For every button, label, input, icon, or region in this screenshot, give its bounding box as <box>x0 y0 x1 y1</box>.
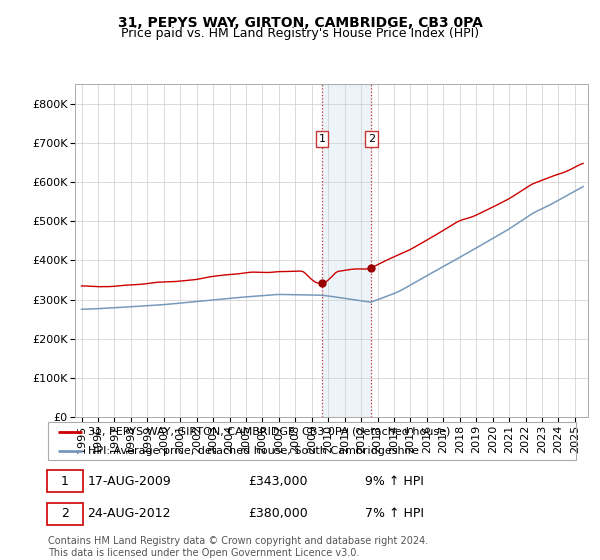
Text: 1: 1 <box>61 475 69 488</box>
Text: 17-AUG-2009: 17-AUG-2009 <box>88 475 172 488</box>
Text: 7% ↑ HPI: 7% ↑ HPI <box>365 507 424 520</box>
Text: 24-AUG-2012: 24-AUG-2012 <box>88 507 171 520</box>
Text: HPI: Average price, detached house, South Cambridgeshire: HPI: Average price, detached house, Sout… <box>88 446 419 456</box>
Text: 2: 2 <box>368 134 375 144</box>
Text: 9% ↑ HPI: 9% ↑ HPI <box>365 475 424 488</box>
Text: 31, PEPYS WAY, GIRTON, CAMBRIDGE, CB3 0PA: 31, PEPYS WAY, GIRTON, CAMBRIDGE, CB3 0P… <box>118 16 482 30</box>
FancyBboxPatch shape <box>47 470 83 492</box>
Text: £380,000: £380,000 <box>248 507 308 520</box>
Bar <box>322 84 371 417</box>
Text: 2: 2 <box>61 507 69 520</box>
Text: 1: 1 <box>319 134 325 144</box>
Text: Contains HM Land Registry data © Crown copyright and database right 2024.
This d: Contains HM Land Registry data © Crown c… <box>48 536 428 558</box>
Text: Price paid vs. HM Land Registry's House Price Index (HPI): Price paid vs. HM Land Registry's House … <box>121 27 479 40</box>
FancyBboxPatch shape <box>47 503 83 525</box>
Text: £343,000: £343,000 <box>248 475 308 488</box>
Text: 31, PEPYS WAY, GIRTON, CAMBRIDGE, CB3 0PA (detached house): 31, PEPYS WAY, GIRTON, CAMBRIDGE, CB3 0P… <box>88 427 450 437</box>
